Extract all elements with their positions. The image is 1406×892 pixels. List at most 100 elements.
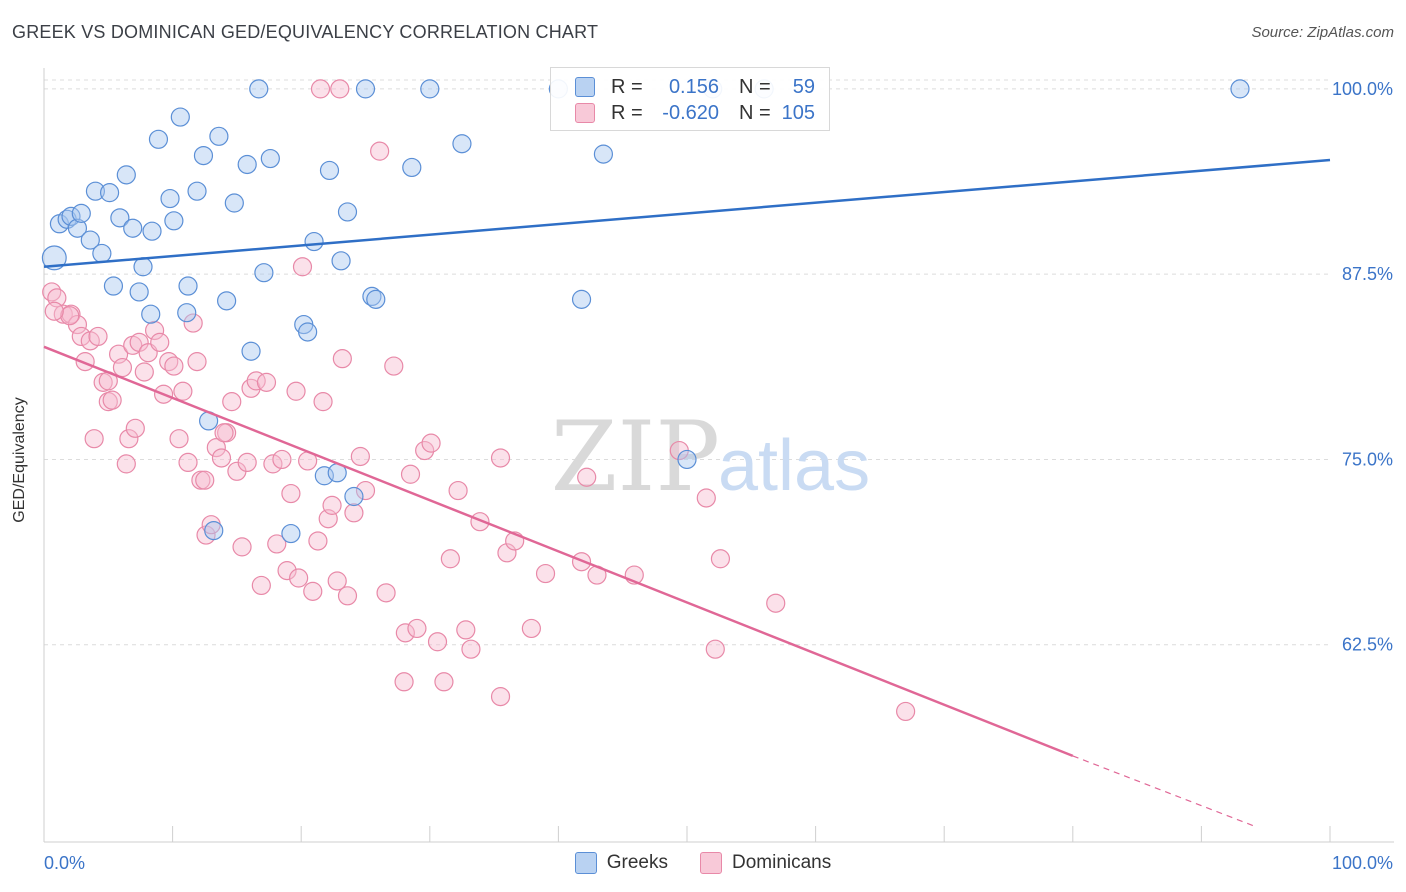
legend-item-dominicans[interactable]: Dominicans [699, 852, 832, 874]
dominican-point-8 [84, 429, 104, 449]
dominican-point-46 [267, 534, 287, 554]
dominican-point-51 [289, 568, 309, 588]
dominican-point-96 [394, 672, 414, 692]
dominican-point-69 [400, 464, 421, 484]
dominican-point-59 [327, 571, 347, 591]
dominicans-n-label: N = [739, 101, 771, 124]
dominican-point-19 [134, 362, 154, 382]
greek-point-19 [160, 188, 180, 209]
watermark-atlas: atlas [718, 426, 870, 506]
greek-point-44 [337, 202, 358, 222]
dominican-point-99 [330, 79, 350, 99]
greek-point-34 [254, 263, 274, 283]
greek-point-27 [204, 520, 224, 541]
dominican-point-25 [164, 356, 184, 376]
y-tick-label-0: 62.5% [1342, 635, 1393, 655]
legend-row-dominicans: R = -0.620 N = 105 [575, 101, 815, 125]
dominican-point-22 [150, 332, 170, 352]
greek-point-12 [116, 165, 136, 185]
axes [43, 68, 1394, 843]
dominican-point-83 [521, 618, 541, 639]
dominican-point-43 [251, 575, 271, 596]
greek-point-15 [133, 257, 153, 277]
dominican-point-104 [44, 301, 64, 321]
greek-point-48 [366, 289, 386, 309]
greeks-n-label: N = [739, 75, 771, 98]
dominican-point-74 [434, 672, 454, 692]
greek-point-22 [177, 303, 197, 323]
dominican-point-84 [535, 563, 556, 584]
dominican-point-80 [490, 448, 511, 468]
dominican-point-86 [577, 467, 597, 487]
x-tick-label-max: 100.0% [1332, 853, 1393, 873]
dominican-point-93 [766, 593, 786, 613]
greek-point-21 [170, 107, 190, 127]
y-tick-label-2: 87.5% [1342, 264, 1393, 284]
y-tick-label-1: 75.0% [1342, 449, 1393, 469]
dominican-point-34 [206, 437, 226, 458]
dominican-point-54 [303, 581, 323, 601]
greek-point-54 [593, 144, 614, 164]
dominican-point-67 [384, 356, 404, 376]
greek-point-13 [123, 218, 143, 238]
greeks-swatch [575, 77, 595, 97]
dominican-point-71 [415, 440, 435, 461]
dominicans-r-value: -0.620 [662, 101, 719, 124]
series-legend: Greeks Dominicans [0, 852, 1406, 874]
dominican-point-21 [144, 320, 165, 341]
dominicans-n-value: 105 [781, 101, 815, 124]
dominican-point-47 [272, 449, 292, 470]
dominican-point-29 [183, 313, 203, 333]
dominican-point-56 [313, 392, 333, 412]
greeks-n-value: 59 [792, 75, 815, 98]
greek-point-9 [99, 183, 120, 203]
stats-legend: R = 0.156 N = 59 R = -0.620 N = 105 [550, 67, 830, 131]
greek-point-36 [281, 523, 301, 544]
dominican-point-81 [497, 543, 517, 563]
dominican-point-76 [448, 480, 468, 501]
greeks-legend-label: Greeks [606, 852, 668, 873]
dominican-point-37 [222, 392, 242, 412]
dominican-point-35 [211, 448, 232, 468]
tick-labels: 62.5% 75.0% 87.5% 100.0% 0.0% 100.0% [44, 79, 1393, 873]
greek-point-31 [237, 154, 257, 175]
greek-point-58 [1230, 79, 1250, 99]
dominican-point-70 [407, 618, 427, 639]
legend-row-greeks: R = 0.156 N = 59 [575, 75, 815, 99]
dominican-point-3 [61, 304, 81, 324]
dominicans-legend-label: Dominicans [731, 852, 832, 873]
dominican-point-65 [370, 141, 390, 161]
legend-item-greeks[interactable]: Greeks [574, 852, 668, 874]
dominican-point-15 [119, 429, 139, 449]
dominican-point-90 [696, 488, 716, 508]
dominican-point-39 [232, 537, 252, 557]
dominicans-trend-extension [1072, 755, 1254, 827]
dominicans-legend-swatch [699, 852, 722, 874]
greek-point-17 [142, 221, 162, 241]
dominican-point-45 [263, 454, 283, 474]
dominican-point-42 [246, 371, 266, 391]
dominican-point-60 [332, 349, 352, 369]
dominican-point-95 [60, 306, 80, 326]
greek-point-24 [187, 181, 207, 201]
greek-point-32 [241, 341, 261, 361]
greek-point-49 [402, 157, 422, 178]
dominican-point-98 [310, 79, 331, 99]
greeks-r-value: 0.156 [668, 75, 719, 98]
dominican-point-63 [350, 446, 370, 467]
dominicans-r-label: R = [611, 101, 643, 124]
greek-point-46 [355, 79, 376, 99]
greek-point-30 [224, 193, 244, 213]
dominican-point-73 [427, 632, 448, 652]
dominican-point-52 [292, 257, 313, 277]
greek-point-51 [452, 134, 472, 154]
dominican-point-14 [112, 357, 133, 378]
dominican-point-12 [102, 390, 122, 410]
dominican-points [42, 79, 916, 722]
y-tick-label-3: 100.0% [1332, 79, 1393, 99]
dominican-point-40 [237, 452, 257, 473]
greeks-r-label: R = [611, 75, 643, 98]
dominican-point-101 [195, 470, 215, 490]
greek-point-16 [141, 304, 161, 324]
